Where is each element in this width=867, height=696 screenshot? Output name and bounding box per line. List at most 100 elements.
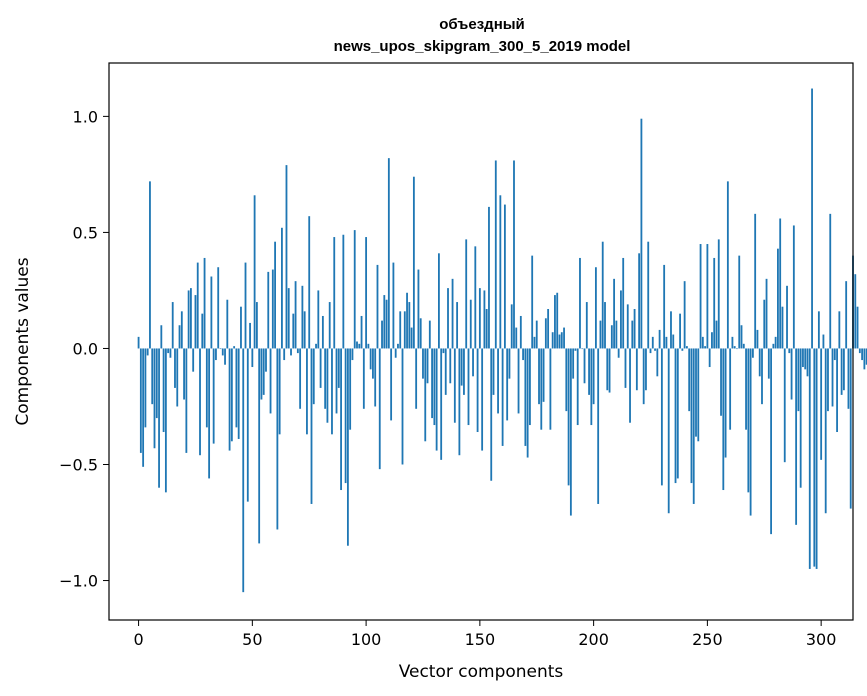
bar — [192, 348, 195, 372]
bar — [258, 348, 261, 544]
bar — [394, 348, 397, 358]
bar — [663, 264, 666, 349]
x-tick-label: 200 — [578, 630, 609, 649]
bar — [497, 348, 499, 414]
bar — [442, 348, 445, 354]
bar — [167, 348, 170, 354]
bar — [208, 348, 211, 479]
bar — [271, 269, 274, 349]
bar — [574, 348, 577, 351]
bar — [765, 278, 768, 349]
bar — [390, 348, 393, 421]
bar — [233, 346, 236, 349]
bar — [751, 348, 754, 358]
bar — [638, 253, 641, 349]
bar — [378, 348, 381, 470]
bar — [358, 343, 361, 349]
x-axis-label: Vector components — [399, 662, 564, 682]
bar — [262, 348, 265, 395]
bar — [306, 348, 308, 435]
y-tick-label: −0.5 — [59, 456, 98, 475]
bar — [777, 248, 779, 349]
bar — [624, 348, 627, 388]
bar — [403, 311, 406, 349]
bar — [745, 348, 747, 430]
bar — [736, 348, 738, 350]
bar — [299, 348, 302, 409]
bar — [142, 348, 145, 467]
bar — [392, 262, 395, 349]
bar — [797, 348, 800, 412]
bar — [820, 348, 823, 460]
bar — [137, 336, 140, 349]
bar — [690, 348, 693, 484]
x-tick-label: 50 — [242, 630, 262, 649]
bar — [399, 311, 402, 349]
bar — [722, 348, 725, 491]
bar — [176, 348, 179, 407]
bar — [701, 336, 704, 349]
bar — [476, 348, 479, 433]
bar — [488, 206, 490, 349]
bar — [449, 348, 452, 384]
bar — [201, 313, 204, 349]
bar — [617, 348, 620, 358]
bar — [774, 336, 777, 349]
bar — [246, 348, 249, 502]
bar — [269, 348, 272, 414]
bar — [217, 267, 220, 349]
y-axis-ticks: −1.0 −0.5 0.0 0.5 1.0 — [59, 107, 109, 591]
x-tick-label: 100 — [351, 630, 382, 649]
bar — [660, 348, 663, 486]
bar — [726, 181, 729, 349]
bar — [581, 348, 584, 350]
bar — [244, 262, 247, 349]
bar — [451, 278, 454, 349]
bar — [210, 276, 213, 349]
bar — [230, 348, 233, 442]
bar — [558, 334, 561, 349]
bar — [863, 348, 866, 370]
bar — [287, 288, 290, 349]
bar — [708, 348, 711, 368]
bar — [360, 315, 363, 349]
bar — [697, 348, 700, 442]
bar — [333, 237, 336, 349]
bar — [180, 311, 183, 349]
bar — [672, 334, 675, 349]
bar — [185, 348, 188, 453]
bar — [513, 160, 515, 349]
bar — [590, 348, 593, 426]
bar — [758, 348, 761, 377]
bar — [226, 299, 229, 349]
bar — [811, 88, 813, 349]
bar — [440, 348, 443, 460]
bar — [802, 348, 804, 368]
bar — [465, 239, 468, 349]
bar — [183, 348, 185, 400]
bar — [139, 348, 142, 453]
bar — [799, 348, 802, 488]
bar — [829, 213, 832, 349]
bar — [190, 288, 192, 349]
bar — [854, 274, 857, 349]
x-tick-label: 250 — [692, 630, 723, 649]
bar — [249, 322, 251, 349]
bar — [724, 348, 727, 458]
bar — [538, 348, 540, 405]
bar — [494, 160, 497, 349]
bar — [235, 348, 238, 428]
bar — [463, 348, 465, 395]
bar — [806, 348, 809, 377]
bar — [585, 302, 588, 349]
bar — [290, 348, 292, 356]
bar — [635, 348, 638, 391]
bar — [706, 244, 709, 349]
bar — [524, 348, 527, 446]
bar — [681, 348, 684, 351]
bar — [510, 304, 513, 349]
bar — [749, 348, 752, 516]
bar — [253, 195, 256, 349]
bar — [772, 343, 775, 349]
bar — [647, 241, 650, 349]
